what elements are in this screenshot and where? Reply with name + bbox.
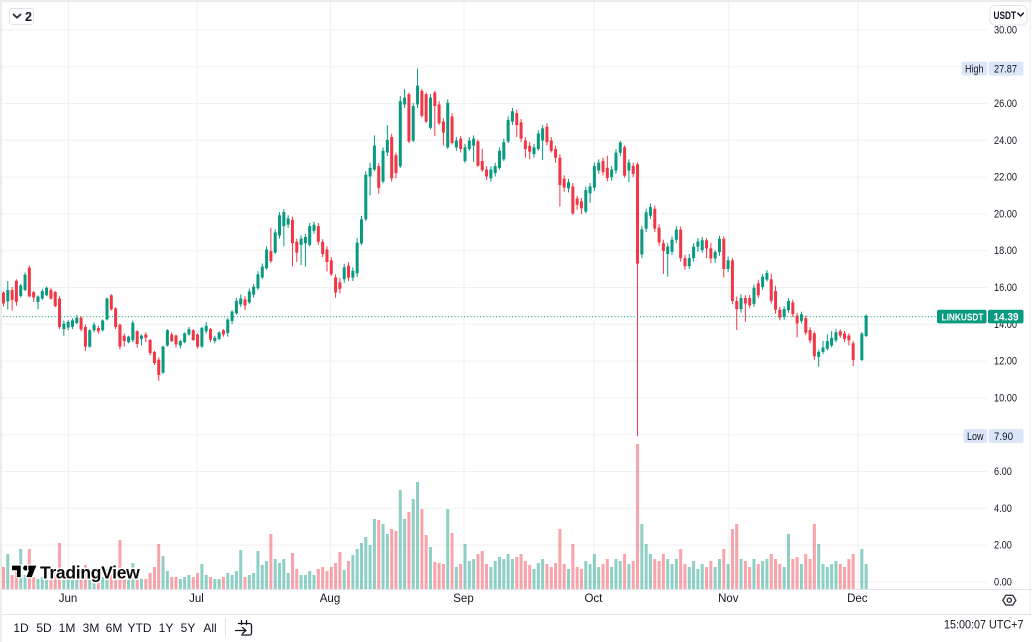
svg-text:12.00: 12.00: [994, 356, 1017, 368]
svg-text:24.00: 24.00: [994, 135, 1017, 147]
svg-text:USDT: USDT: [994, 10, 1017, 22]
svg-text:0.00: 0.00: [994, 576, 1012, 588]
svg-text:2: 2: [25, 10, 32, 24]
svg-text:18.00: 18.00: [994, 245, 1017, 257]
svg-text:20.00: 20.00: [994, 208, 1017, 220]
svg-text:5D: 5D: [36, 621, 52, 635]
svg-text:15:00:07 UTC+7: 15:00:07 UTC+7: [944, 620, 1024, 632]
svg-text:Jul: Jul: [189, 593, 204, 605]
svg-text:Nov: Nov: [718, 593, 739, 605]
svg-text:1Y: 1Y: [159, 621, 174, 635]
svg-text:1M: 1M: [59, 621, 76, 635]
svg-text:High: High: [965, 64, 984, 76]
svg-text:16.00: 16.00: [994, 282, 1017, 294]
svg-text:5Y: 5Y: [181, 621, 196, 635]
svg-text:Dec: Dec: [847, 593, 868, 605]
svg-text:Aug: Aug: [320, 593, 340, 605]
svg-text:6M: 6M: [106, 621, 123, 635]
svg-text:2.00: 2.00: [994, 540, 1012, 552]
svg-text:6.00: 6.00: [994, 466, 1012, 478]
svg-text:3M: 3M: [83, 621, 100, 635]
svg-text:All: All: [203, 621, 216, 635]
svg-text:Oct: Oct: [584, 593, 603, 605]
svg-text:LINKUSDT: LINKUSDT: [942, 312, 985, 323]
svg-text:7.90: 7.90: [994, 431, 1013, 443]
svg-text:Low: Low: [967, 431, 984, 443]
svg-text:1D: 1D: [13, 621, 29, 635]
svg-text:TradingView: TradingView: [40, 563, 140, 583]
svg-text:22.00: 22.00: [994, 172, 1017, 184]
svg-text:Jun: Jun: [59, 593, 78, 605]
svg-text:10.00: 10.00: [994, 392, 1017, 404]
svg-text:Sep: Sep: [453, 593, 473, 605]
svg-text:4.00: 4.00: [994, 503, 1012, 515]
svg-text:30.00: 30.00: [994, 24, 1017, 36]
svg-text:14.39: 14.39: [994, 312, 1019, 324]
svg-text:26.00: 26.00: [994, 98, 1017, 110]
svg-text:27.87: 27.87: [994, 64, 1017, 76]
svg-text:YTD: YTD: [128, 621, 152, 635]
